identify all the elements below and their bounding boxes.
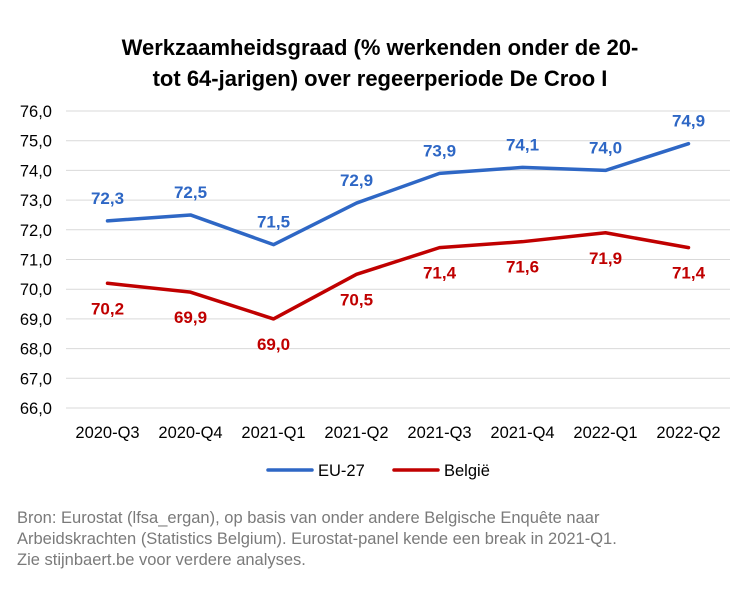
chart-title-line-1: Werkzaamheidsgraad (% werkenden onder de…	[121, 35, 639, 60]
y-tick-label: 73,0	[20, 192, 52, 210]
data-label: 70,2	[91, 299, 124, 318]
y-tick-label: 76,0	[20, 103, 52, 121]
gridlines	[66, 110, 730, 409]
y-tick-label: 72,0	[20, 222, 52, 240]
source-note: Bron: Eurostat (lfsa_ergan), op basis va…	[17, 508, 737, 571]
y-tick-label: 71,0	[20, 252, 52, 270]
data-label: 74,1	[506, 135, 539, 154]
y-tick-label: 70,0	[20, 281, 52, 299]
chart-title: Werkzaamheidsgraad (% werkenden onder de…	[40, 32, 720, 94]
source-line-3: Zie stijnbaert.be voor verdere analyses.	[17, 551, 306, 569]
data-label: 71,4	[672, 264, 706, 283]
data-label: 69,0	[257, 335, 290, 354]
y-tick-label: 66,0	[20, 400, 52, 418]
x-tick-label: 2022-Q1	[573, 424, 637, 442]
y-tick-label: 68,0	[20, 341, 52, 359]
legend-label: België	[444, 462, 490, 480]
series-line-belgie	[105, 231, 691, 321]
x-tick-label: 2022-Q2	[656, 424, 720, 442]
chart-title-line-2: tot 64-jarigen) over regeerperiode De Cr…	[152, 66, 608, 91]
data-label: 70,5	[340, 290, 373, 309]
data-label: 72,5	[174, 183, 207, 202]
data-label: 71,9	[589, 249, 622, 268]
y-tick-label: 75,0	[20, 133, 52, 151]
y-tick-label: 69,0	[20, 311, 52, 329]
x-axis: 2020-Q3 2020-Q4 2021-Q1 2021-Q2 2021-Q3 2021-…	[75, 424, 720, 442]
data-label: 69,9	[174, 308, 207, 327]
series-lines	[105, 141, 691, 321]
source-line-2: Arbeidskrachten (Statistics Belgium). Eu…	[17, 530, 617, 548]
y-tick-label: 67,0	[20, 370, 52, 388]
data-label: 73,9	[423, 141, 456, 160]
series-line-eu27	[105, 141, 691, 247]
x-tick-label: 2021-Q4	[490, 424, 554, 442]
data-label: 74,0	[589, 138, 622, 157]
data-label: 74,9	[672, 112, 705, 131]
y-tick-label: 74,0	[20, 162, 52, 180]
x-tick-label: 2021-Q2	[324, 424, 388, 442]
y-axis: 76,0 75,0 74,0 73,0 72,0 71,0 70,0 69,0 68,0 67,0…	[20, 103, 52, 418]
legend-label: EU-27	[318, 462, 365, 480]
data-label: 71,5	[257, 213, 290, 232]
legend: EU-27 België	[266, 462, 490, 480]
x-tick-label: 2021-Q3	[407, 424, 471, 442]
x-tick-label: 2020-Q4	[158, 424, 222, 442]
x-tick-label: 2020-Q3	[75, 424, 139, 442]
data-label: 71,6	[506, 258, 539, 277]
data-label: 72,9	[340, 171, 373, 190]
source-line-1: Bron: Eurostat (lfsa_ergan), op basis va…	[17, 509, 600, 527]
data-label: 72,3	[91, 189, 124, 208]
x-tick-label: 2021-Q1	[241, 424, 305, 442]
data-label: 71,4	[423, 264, 457, 283]
line-chart: 76,0 75,0 74,0 73,0 72,0 71,0 70,0 69,0 68,0 67,0…	[20, 103, 730, 480]
data-labels: 72,3 72,5 71,5 72,9 73,9 74,1 74,0 74,9 70,2 69,9…	[91, 112, 706, 354]
